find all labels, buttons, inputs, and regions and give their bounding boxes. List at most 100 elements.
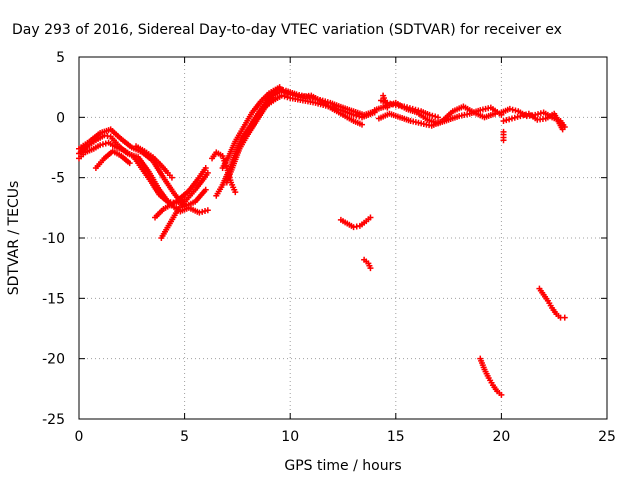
data-point-fill [380,95,390,109]
y-tick-label: -5 [51,171,65,187]
data-point-fill [340,218,349,226]
data-point-fill [109,135,121,148]
data-point-fill [202,171,210,180]
data-point [196,209,203,216]
data-point-fill [99,140,109,148]
data-series-track-22 [477,355,505,398]
data-point-fill [95,133,106,143]
data-point-fill [136,155,151,173]
data-point-fill [161,176,176,195]
data-point-fill [503,116,513,124]
data-point-fill [544,111,556,121]
x-axis-label: GPS time / hours [284,458,401,474]
data-point-fill [482,368,491,379]
data-point-fill [77,144,89,156]
data-point-fill [78,139,91,151]
data-point-fill [420,120,433,129]
data-point-fill [489,106,503,117]
data-point-fill [527,112,539,122]
data-point-fill [167,199,177,206]
data-point-fill [179,205,190,214]
data-point-fill [195,167,208,182]
data-point-fill [378,111,391,121]
data-point-fill [214,184,225,197]
data-point-fill [296,92,308,100]
data-point-fill [346,221,355,229]
data-point-fill [179,189,191,200]
data-point-fill [280,88,292,97]
data-point-fill [487,377,495,386]
data-point-fill [340,107,355,118]
data-series-track-23 [536,285,568,321]
data-point-fill [511,113,521,121]
data-point-fill [537,115,546,123]
data-point-fill [159,164,170,175]
data-point-fill [479,105,492,113]
data-series-track-7 [158,169,211,241]
data-point-fill [226,140,238,157]
y-tick-label: -20 [42,352,65,368]
data-point [492,110,499,117]
data-series-track-19 [500,128,507,144]
data-series-track-21 [361,256,374,272]
data-point [367,265,374,272]
data-point [561,314,568,321]
data-point-fill [429,112,439,120]
data-point-fill [259,91,271,103]
data-point-fill [153,207,165,219]
data-point-fill [244,118,257,136]
data-point [517,113,524,120]
data-point-fill [92,143,102,151]
data-point [367,214,374,221]
data-point-fill [116,145,127,154]
data-point-fill [151,159,166,179]
data-point-fill [220,154,231,170]
data-point-fill [103,149,115,160]
x-tick-label: 15 [387,429,405,445]
data-point [204,169,211,176]
data-point-fill [329,100,344,110]
data-point-fill [132,156,144,171]
data-point [500,117,507,124]
data-point-fill [353,112,363,120]
data-point [202,186,209,193]
data-point-fill [500,131,507,141]
data-point-fill [410,118,422,126]
x-tick-label: 20 [492,429,510,445]
data-point-fill [289,92,302,100]
data-point-fill [187,178,199,193]
data-point-fill [535,110,544,118]
data-point-fill [537,287,546,296]
data-point-fill [193,188,208,204]
data-point-fill [412,106,422,114]
data-point-fill [473,110,486,120]
data-point-fill [542,293,550,302]
data-point-fill [124,149,135,159]
data-series-track-14 [375,103,499,129]
data-point-fill [168,208,181,225]
data-point-fill [416,110,429,122]
data-point [500,137,507,144]
data-series-track-5 [133,143,175,181]
data-point-fill [250,100,263,114]
data-point-fill [199,208,209,215]
data-point-fill [210,151,218,160]
data-point-fill [483,111,496,120]
data-point-fill [185,188,197,201]
data-point-fill [388,111,401,120]
data-point [97,142,104,149]
data-point [506,105,513,112]
data-point-fill [380,98,389,106]
data-point-fill [272,88,283,98]
data-point-fill [387,100,396,108]
y-tick-label: 5 [56,50,65,66]
data-point-fill [157,193,170,204]
data-point-fill [441,109,455,123]
data-point-fill [310,93,323,104]
data-point-fill [478,357,487,371]
data-point [276,84,283,91]
data-point [426,111,433,118]
data-point-fill [269,85,281,96]
data-point-fill [261,93,273,108]
